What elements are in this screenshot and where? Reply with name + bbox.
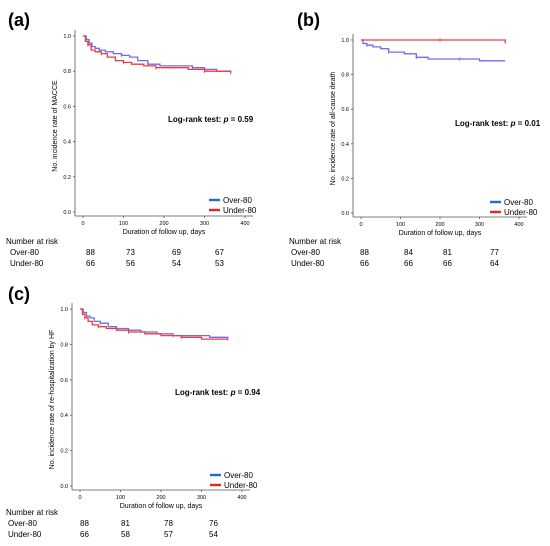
risk-value: 54 <box>209 530 218 539</box>
x-tick-label: 100 <box>119 221 128 227</box>
km-curve-under-80 <box>80 308 228 340</box>
y-tick-label: 0.2 <box>341 176 349 182</box>
risk-value: 81 <box>121 519 130 528</box>
x-tick-label: 200 <box>435 222 444 228</box>
km-curve-over-80 <box>83 35 232 73</box>
risk-table-title: Number at risk <box>6 237 59 246</box>
x-tick-label: 300 <box>197 495 206 501</box>
risk-value: 66 <box>86 259 95 268</box>
x-tick-label: 200 <box>156 495 165 501</box>
y-tick-label: 0.8 <box>60 342 68 348</box>
risk-value: 78 <box>164 519 173 528</box>
risk-value: 81 <box>443 248 452 257</box>
km-curve-over-80 <box>80 308 229 340</box>
risk-value: 57 <box>164 530 173 539</box>
risk-value: 64 <box>490 259 499 268</box>
km-curve-over-80 <box>361 39 506 62</box>
y-tick-label: 0.4 <box>341 142 349 148</box>
risk-row-label: Under-80 <box>10 259 44 268</box>
risk-value: 56 <box>126 259 135 268</box>
x-tick-label: 400 <box>237 495 246 501</box>
risk-value: 88 <box>360 248 369 257</box>
legend-label: Under-80 <box>223 206 257 215</box>
x-tick-label: 300 <box>475 222 484 228</box>
panel-label: (a) <box>8 10 30 30</box>
risk-row-label: Under-80 <box>291 259 325 268</box>
x-tick-label: 100 <box>116 495 125 501</box>
panel-label: (c) <box>8 284 30 304</box>
y-axis-label: No. incidence rate of MACCE <box>52 80 59 172</box>
x-axis-label: Duration of follow up, days <box>399 230 482 237</box>
y-axis-label: No. incidence rate of all-cause death <box>330 72 337 186</box>
risk-value: 69 <box>172 248 181 257</box>
risk-table-title: Number at risk <box>6 508 59 517</box>
legend-label: Under-80 <box>224 481 258 490</box>
risk-value: 88 <box>80 519 89 528</box>
risk-value: 77 <box>490 248 499 257</box>
x-tick-label: 0 <box>78 495 81 501</box>
logrank-annotation: Log-rank test: p = 0.59 <box>168 115 254 124</box>
y-tick-label: 0.0 <box>341 211 349 217</box>
risk-value: 67 <box>215 248 224 257</box>
risk-row-label: Over-80 <box>8 519 37 528</box>
legend-label: Under-80 <box>504 208 538 217</box>
y-tick-label: 0.4 <box>60 413 68 419</box>
risk-value: 53 <box>215 259 224 268</box>
y-tick-label: 1.0 <box>60 307 68 313</box>
x-tick-label: 400 <box>240 221 249 227</box>
risk-table-title: Number at risk <box>289 237 342 246</box>
y-tick-label: 0.2 <box>63 175 71 181</box>
y-tick-label: 0.6 <box>60 378 68 384</box>
logrank-annotation: Log-rank test: p = 0.94 <box>175 388 261 397</box>
km-curve-under-80 <box>361 39 506 44</box>
y-tick-label: 0.0 <box>63 210 71 216</box>
km-curve-under-80 <box>83 35 231 72</box>
y-tick-label: 0.0 <box>60 484 68 490</box>
x-tick-label: 0 <box>359 222 362 228</box>
risk-value: 54 <box>172 259 181 268</box>
legend-label: Over-80 <box>224 471 253 480</box>
legend-label: Over-80 <box>223 196 252 205</box>
x-axis-label: Duration of follow up, days <box>123 229 206 236</box>
y-tick-label: 0.8 <box>63 69 71 75</box>
risk-value: 66 <box>443 259 452 268</box>
y-tick-label: 0.8 <box>341 73 349 79</box>
risk-value: 66 <box>80 530 89 539</box>
logrank-annotation: Log-rank test: p = 0.01 <box>455 119 541 128</box>
risk-row-label: Over-80 <box>291 248 320 257</box>
x-axis-label: Duration of follow up, days <box>120 503 203 510</box>
risk-value: 76 <box>209 519 218 528</box>
risk-value: 73 <box>126 248 135 257</box>
x-tick-label: 0 <box>81 221 84 227</box>
x-tick-label: 100 <box>396 222 405 228</box>
x-tick-label: 300 <box>200 221 209 227</box>
y-tick-label: 0.6 <box>341 107 349 113</box>
y-tick-label: 1.0 <box>63 34 71 40</box>
x-tick-label: 200 <box>159 221 168 227</box>
panel-label: (b) <box>297 10 320 30</box>
risk-row-label: Under-80 <box>8 530 42 539</box>
risk-value: 66 <box>404 259 413 268</box>
y-tick-label: 0.2 <box>60 449 68 455</box>
legend-label: Over-80 <box>504 198 533 207</box>
risk-value: 88 <box>86 248 95 257</box>
risk-row-label: Over-80 <box>10 248 39 257</box>
y-axis-label: No. incidence rate of re-hospitalization… <box>49 330 56 470</box>
x-tick-label: 400 <box>514 222 523 228</box>
risk-value: 58 <box>121 530 130 539</box>
y-tick-label: 0.4 <box>63 140 71 146</box>
risk-value: 84 <box>404 248 413 257</box>
y-tick-label: 1.0 <box>341 38 349 44</box>
risk-value: 66 <box>360 259 369 268</box>
y-tick-label: 0.6 <box>63 104 71 110</box>
